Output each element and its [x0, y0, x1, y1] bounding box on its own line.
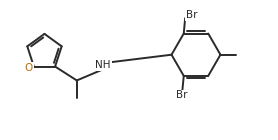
- Text: Br: Br: [176, 90, 188, 100]
- Text: Br: Br: [186, 10, 197, 20]
- Text: NH: NH: [95, 60, 111, 70]
- Text: O: O: [25, 63, 33, 73]
